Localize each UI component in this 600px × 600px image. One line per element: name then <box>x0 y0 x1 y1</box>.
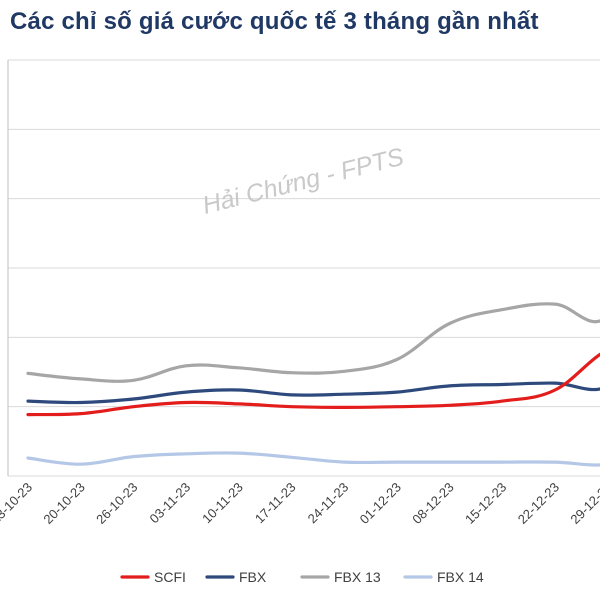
legend: SCFI FBX FBX 13 FBX 14 <box>120 569 484 585</box>
series-line-fbx <box>26 381 600 405</box>
x-tick-label: 08-12-23 <box>409 480 456 527</box>
x-tick-label: 03-11-23 <box>146 480 193 527</box>
x-tick-label: 17-11-23 <box>252 480 299 527</box>
x-tick-labels: 13-10-23 20-10-23 26-10-23 03-11-23 10-11-23… <box>0 480 600 527</box>
x-tick-label: 26-10-23 <box>93 480 140 527</box>
series-line-fbx-13 <box>26 302 600 383</box>
gridlines <box>8 59 600 477</box>
legend-label: FBX <box>239 569 267 585</box>
x-tick-label: 29-12-23 <box>567 480 600 527</box>
x-tick-label: 01-12-23 <box>357 480 404 527</box>
series-line-fbx-14 <box>26 451 600 467</box>
legend-label: FBX 14 <box>437 569 484 585</box>
x-tick-label: 15-12-23 <box>462 480 509 527</box>
x-tick-label: 24-11-23 <box>305 480 352 527</box>
chart-title: Các chỉ số giá cước quốc tế 3 tháng gần … <box>10 8 539 35</box>
series-line-scfi <box>26 352 600 417</box>
legend-label: FBX 13 <box>334 569 381 585</box>
x-tick-label: 20-10-23 <box>40 480 87 527</box>
x-tick-label: 13-10-23 <box>0 480 35 527</box>
legend-label: SCFI <box>154 569 186 585</box>
x-tick-label: 22-12-23 <box>515 480 562 527</box>
x-tick-label: 10-11-23 <box>199 480 246 527</box>
watermark: Hải Chứng - FPTS <box>200 143 407 220</box>
series-group <box>26 302 600 467</box>
